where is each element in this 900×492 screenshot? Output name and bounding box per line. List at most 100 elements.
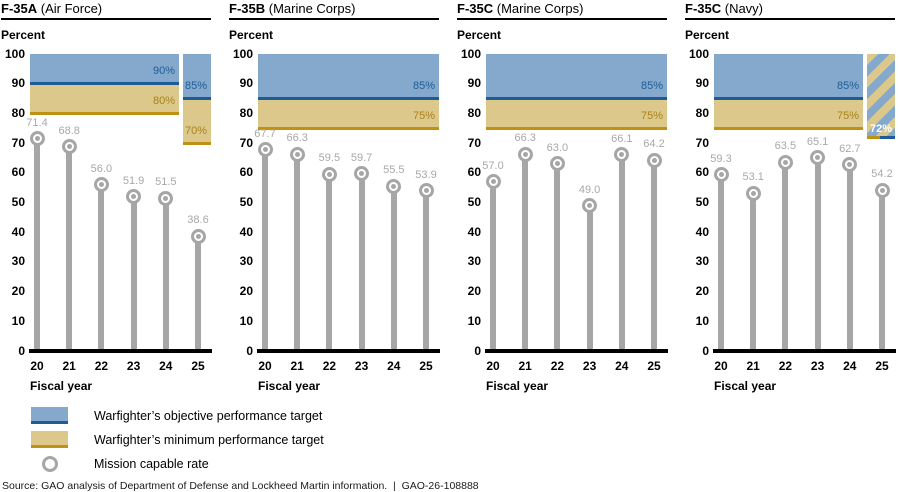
mission-capable-marker [549, 156, 565, 172]
value-label: 49.0 [578, 183, 601, 196]
panel-title: F-35C (Marine Corps) [457, 2, 667, 20]
mission-capable-marker [842, 157, 858, 173]
value-label: 62.7 [839, 142, 861, 155]
y-tick-label: 100 [688, 46, 709, 61]
marker-dot [718, 172, 724, 178]
value-label: 53.1 [742, 171, 764, 184]
mission-capable-marker [874, 182, 890, 198]
value-label: 66.3 [514, 132, 536, 145]
marker-dot [391, 183, 397, 189]
y-tick-label: 30 [239, 254, 253, 269]
objective-target-band: 85% [714, 54, 863, 101]
objective-target-label: 85% [640, 80, 663, 93]
minimum-target-label: 75% [836, 109, 859, 122]
y-tick-label: 20 [695, 284, 709, 299]
x-tick-label: 23 [354, 359, 369, 373]
y-tick-label: 70 [239, 135, 253, 150]
marker-dot [490, 179, 496, 185]
chart-panel-f-35b-marine-corps: F-35B (Marine Corps) Percent 0 10 20 30 40 50 60… [229, 1, 440, 394]
marker-dot [750, 190, 756, 196]
x-tick-label: 25 [191, 359, 205, 373]
x-tick-row: 20 21 22 23 24 25 [1, 359, 211, 374]
mission-capable-marker [418, 183, 434, 199]
value-label: 68.8 [58, 124, 80, 137]
lollipop-stem [490, 181, 496, 353]
y-tick-label: 100 [232, 46, 253, 61]
fy25-minimum-line [867, 135, 880, 139]
x-tick-row: 20 21 22 23 24 25 [229, 359, 439, 374]
value-label: 51.5 [155, 176, 177, 188]
mission-capable-marker [354, 166, 370, 182]
legend: Warfighter’s objective performance targe… [31, 407, 899, 472]
y-tick-label: 60 [695, 165, 709, 180]
y-tick-label: 0 [246, 343, 253, 358]
minimum-target-label: 75% [412, 109, 435, 122]
mission-capable-marker [158, 190, 174, 206]
y-axis-title: Percent [229, 28, 274, 42]
x-tick-label: 22 [550, 359, 565, 373]
x-tick-label: 25 [419, 359, 433, 373]
x-axis-line [713, 349, 896, 353]
mission-capable-marker [289, 146, 305, 162]
minimum-target-band: 75% [486, 100, 667, 130]
y-tick-label: 60 [11, 165, 25, 180]
mission-capable-marker [126, 189, 142, 205]
marker-dot [782, 159, 788, 165]
y-tick-label: 0 [702, 343, 709, 358]
value-label: 55.5 [383, 164, 405, 177]
legend-label-objective: Warfighter’s objective performance targe… [94, 408, 323, 423]
y-tick-label: 70 [695, 135, 709, 150]
panel-title: F-35C (Navy) [685, 2, 895, 20]
x-tick-label: 22 [778, 359, 793, 373]
panel-title-service: (Marine Corps) [265, 1, 356, 16]
x-tick-label: 24 [159, 359, 173, 373]
y-tick-label: 50 [467, 195, 481, 209]
marker-dot [98, 182, 104, 188]
value-label: 63.5 [774, 140, 797, 153]
y-tick-label: 90 [239, 76, 253, 91]
mission-capable-marker [582, 198, 598, 213]
lollipop-stem [879, 190, 885, 353]
x-axis-title: Fiscal year [714, 379, 777, 393]
lollipop-stem [423, 190, 429, 353]
objective-target-label: 85% [184, 80, 207, 93]
legend-item-minimum: Warfighter’s minimum performance target [31, 431, 899, 448]
panel-title: F-35A (Air Force) [1, 2, 211, 20]
marker-dot [66, 144, 72, 150]
objective-target-band: 85% [183, 54, 211, 101]
lollipop-stem [358, 173, 365, 353]
objective-target-band: 85% [486, 54, 667, 101]
y-tick-label: 50 [695, 195, 709, 209]
chart-panel-f-35a-air-force: F-35A (Air Force) Percent 0 10 20 30 40 50 60 70 8… [1, 2, 212, 394]
value-label: 65.1 [806, 135, 829, 148]
x-tick-label: 21 [290, 359, 304, 373]
plot-region: 85% 75% 57.0 66.3 63.0 49.0 66.1 64.2 [482, 54, 668, 353]
value-label: 66.1 [611, 132, 633, 145]
value-label: 59.3 [710, 152, 732, 165]
y-tick-label: 10 [11, 313, 25, 328]
x-tick-row: 20 21 22 23 24 25 [685, 359, 895, 374]
objective-target-swatch [31, 407, 68, 424]
marker-dot [359, 171, 365, 177]
value-label: 67.7 [254, 127, 276, 140]
mission-capable-marker [713, 167, 729, 183]
lollipop-stem [66, 146, 73, 353]
x-tick-row: 20 21 22 23 24 25 [457, 359, 667, 374]
legend-item-mission-capable: Mission capable rate [31, 455, 899, 472]
plot-region: 85% 75% 72% 59.3 53.1 63.5 65.1 62.7 54.2 [710, 54, 896, 353]
mission-capable-marker [517, 146, 533, 162]
marker-dot [651, 157, 657, 163]
lollipop-stem [262, 149, 268, 353]
value-label: 59.7 [350, 151, 373, 164]
y-tick-label: 40 [467, 224, 481, 239]
y-tick-label: 30 [695, 254, 709, 269]
value-label: 64.2 [643, 138, 665, 151]
y-tick-label: 80 [239, 105, 253, 120]
lollipop-stem [554, 163, 561, 353]
marker-dot [163, 195, 169, 201]
y-tick-label: 70 [11, 135, 25, 150]
y-tick-label: 40 [695, 224, 709, 239]
lollipop-stem [162, 198, 169, 353]
plot-region: 90% 80% 85% 70% 71.4 68.8 56.0 51.9 51.5 38.6 [26, 54, 212, 353]
